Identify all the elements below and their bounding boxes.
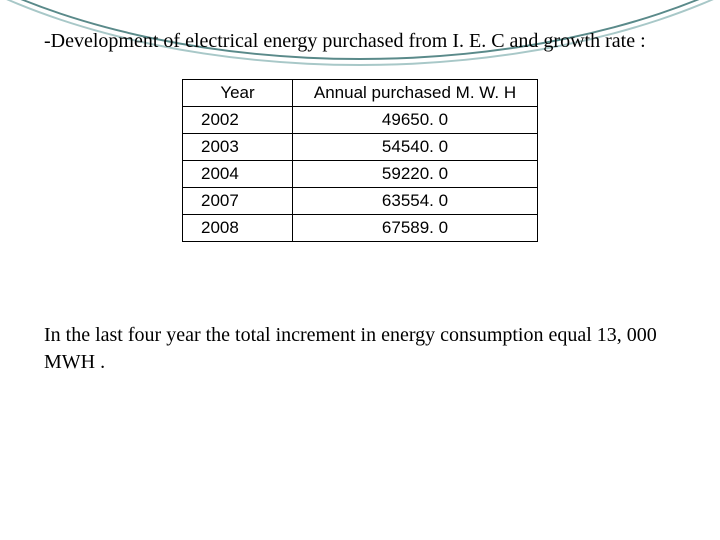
cell-year: 2002 <box>183 107 293 134</box>
table-row: 2002 49650. 0 <box>183 107 538 134</box>
col-header-year: Year <box>183 80 293 107</box>
cell-value: 54540. 0 <box>293 134 538 161</box>
energy-table: Year Annual purchased M. W. H 2002 49650… <box>182 79 538 242</box>
cell-value: 49650. 0 <box>293 107 538 134</box>
table-body: 2002 49650. 0 2003 54540. 0 2004 59220. … <box>183 107 538 242</box>
footer-paragraph: In the last four year the total incremen… <box>44 322 676 376</box>
cell-year: 2003 <box>183 134 293 161</box>
slide-content: -Development of electrical energy purcha… <box>0 0 720 376</box>
table-row: 2008 67589. 0 <box>183 215 538 242</box>
table-row: 2007 63554. 0 <box>183 188 538 215</box>
cell-year: 2008 <box>183 215 293 242</box>
table-row: 2004 59220. 0 <box>183 161 538 188</box>
cell-year: 2004 <box>183 161 293 188</box>
cell-value: 67589. 0 <box>293 215 538 242</box>
cell-year: 2007 <box>183 188 293 215</box>
cell-value: 63554. 0 <box>293 188 538 215</box>
cell-value: 59220. 0 <box>293 161 538 188</box>
table-container: Year Annual purchased M. W. H 2002 49650… <box>44 79 676 242</box>
slide-heading: -Development of electrical energy purcha… <box>44 28 676 55</box>
table-row: 2003 54540. 0 <box>183 134 538 161</box>
table-header-row: Year Annual purchased M. W. H <box>183 80 538 107</box>
col-header-annual: Annual purchased M. W. H <box>293 80 538 107</box>
